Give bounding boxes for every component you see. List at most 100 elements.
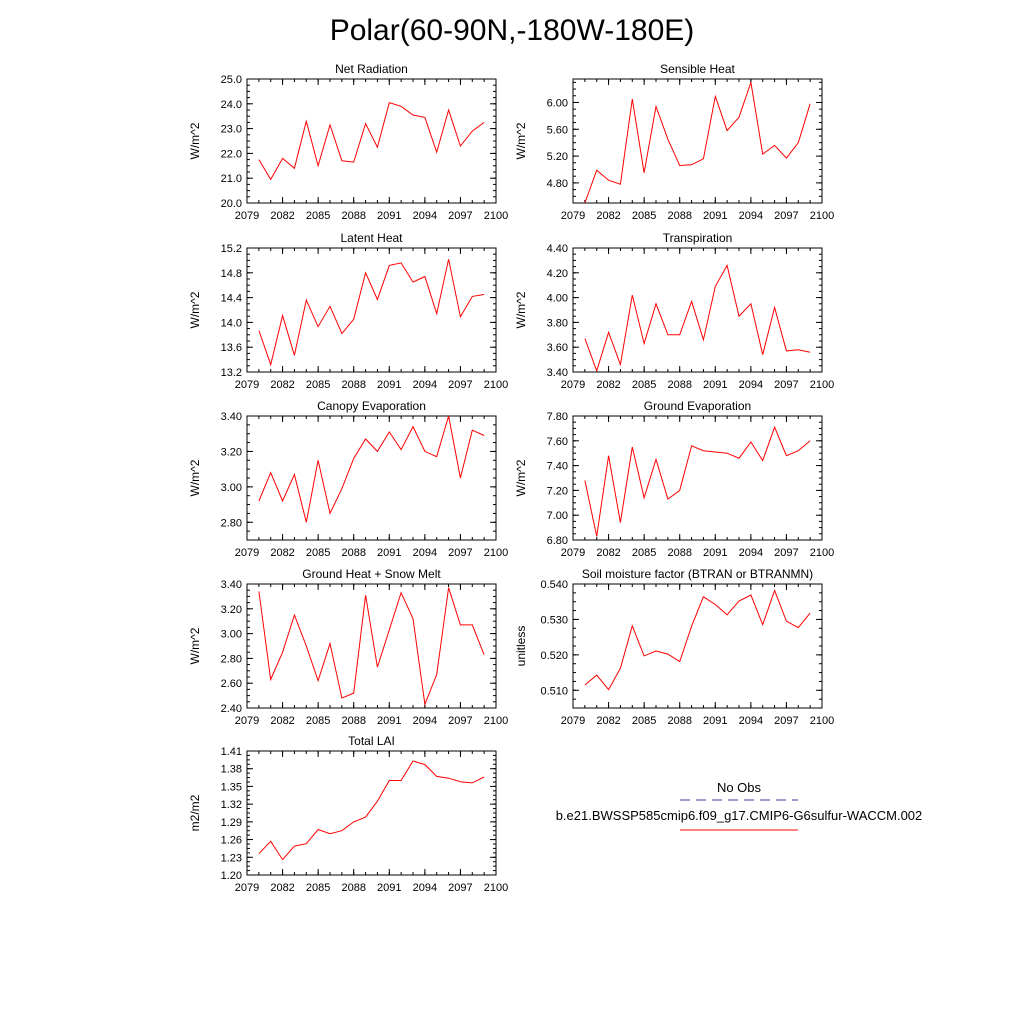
x-tick-label: 2094 [739,210,763,222]
y-axis-label: W/m^2 [514,122,528,159]
panels-group: Net Radiation W/m^2 2079 2082 2085 2088 2091 20… [188,62,834,894]
plot-frame [572,78,823,204]
panel-title: Sensible Heat [660,62,735,76]
x-tick-label: 2091 [377,379,401,391]
y-tick-label: 0.520 [540,650,568,662]
x-tick-label: 2097 [448,210,472,222]
y-tick-label: 3.00 [221,629,242,641]
y-tick-label: 1.35 [221,781,242,793]
x-tick-label: 2079 [235,547,259,559]
x-tick-label: 2094 [413,882,437,894]
x-tick-label: 2088 [667,547,691,559]
x-tick-label: 2091 [377,547,401,559]
x-tick-label: 2082 [596,547,620,559]
legend-obs-label: No Obs [717,780,762,795]
y-tick-label: 4.00 [547,293,568,305]
y-tick-label: 3.20 [221,446,242,458]
y-tick-label: 22.0 [221,148,242,160]
x-tick-label: 2079 [561,715,585,727]
x-tick-label: 2100 [810,715,834,727]
x-tick-label: 2100 [484,882,508,894]
x-tick-label: 2085 [306,547,330,559]
x-tick-label: 2082 [270,547,294,559]
x-tick-label: 2079 [235,379,259,391]
panel-title: Transpiration [663,231,733,245]
y-axis-label: W/m^2 [188,291,202,328]
y-axis-label: W/m^2 [188,122,202,159]
x-tick-label: 2094 [739,379,763,391]
x-tick-label: 2088 [341,547,365,559]
legend: No Obs b.e21.BWSSP585cmip6.f09_g17.CMIP6… [556,780,923,831]
x-tick-label: 2079 [561,210,585,222]
plot-frame [246,750,497,876]
y-axis-label: W/m^2 [514,459,528,496]
x-tick-label: 2082 [596,379,620,391]
y-tick-label: 4.40 [547,243,568,255]
x-tick-label: 2085 [306,715,330,727]
y-tick-label: 1.29 [221,817,242,829]
y-tick-label: 1.38 [221,764,242,776]
y-tick-label: 25.0 [221,74,242,86]
x-tick-label: 2079 [561,547,585,559]
x-tick-label: 2091 [703,210,727,222]
y-axis-label: W/m^2 [188,627,202,664]
x-tick-label: 2091 [703,715,727,727]
panel-1: Net Radiation W/m^2 2079 2082 2085 2088 2091 20… [188,62,508,222]
y-tick-label: 3.80 [547,317,568,329]
y-tick-label: 14.0 [221,317,242,329]
legend-model-label: b.e21.BWSSP585cmip6.f09_g17.CMIP6-G6sulf… [556,808,923,823]
x-tick-label: 2094 [413,715,437,727]
x-tick-label: 2100 [810,210,834,222]
x-tick-label: 2100 [810,547,834,559]
y-tick-label: 1.23 [221,852,242,864]
y-tick-label: 7.00 [547,510,568,522]
y-tick-label: 3.40 [221,579,242,591]
y-tick-label: 14.4 [221,293,242,305]
y-tick-label: 3.40 [547,367,568,379]
series-line [258,101,485,181]
y-tick-label: 1.20 [221,870,242,882]
plot-frame [246,415,497,541]
y-tick-label: 7.80 [547,411,568,423]
y-tick-label: 3.00 [221,482,242,494]
x-tick-label: 2088 [667,715,691,727]
series-line [258,587,485,707]
panel-8: Soil moisture factor (BTRAN or BTRANMN) u… [514,567,834,727]
x-tick-label: 2094 [413,210,437,222]
y-tick-label: 20.0 [221,198,242,210]
panel-7: Ground Heat + Snow Melt W/m^2 2079 2082 2085… [188,567,508,727]
series-line [584,82,811,204]
x-tick-label: 2097 [774,379,798,391]
x-tick-label: 2088 [341,210,365,222]
figure-title: Polar(60-90N,-180W-180E) [330,14,695,47]
panel-title: Net Radiation [335,62,408,76]
y-tick-label: 7.60 [547,436,568,448]
x-tick-label: 2094 [739,547,763,559]
y-tick-label: 2.40 [221,703,242,715]
x-tick-label: 2085 [632,210,656,222]
x-tick-label: 2082 [596,715,620,727]
y-tick-label: 1.26 [221,835,242,847]
x-tick-label: 2091 [377,882,401,894]
series-line [584,264,811,373]
x-tick-label: 2079 [235,210,259,222]
panel-3: Latent Heat W/m^2 2079 2082 2085 2088 2091 2094… [188,231,508,391]
x-tick-label: 2097 [774,547,798,559]
panel-4: Transpiration W/m^2 2079 2082 2085 2088 2091 20… [514,231,834,391]
y-axis-label: m2/m2 [188,794,202,831]
plot-frame [572,583,823,709]
y-tick-label: 2.80 [221,517,242,529]
y-tick-label: 13.6 [221,342,242,354]
series-line [258,760,485,861]
x-tick-label: 2085 [632,547,656,559]
y-tick-label: 0.510 [540,685,568,697]
y-tick-label: 15.2 [221,243,242,255]
x-tick-label: 2085 [306,210,330,222]
x-tick-label: 2094 [413,547,437,559]
x-tick-label: 2088 [341,379,365,391]
panel-9: Total LAI m2/m2 2079 2082 2085 2088 2091 2094 20… [188,734,508,894]
x-tick-label: 2088 [341,715,365,727]
x-tick-label: 2085 [632,715,656,727]
x-tick-label: 2097 [448,715,472,727]
